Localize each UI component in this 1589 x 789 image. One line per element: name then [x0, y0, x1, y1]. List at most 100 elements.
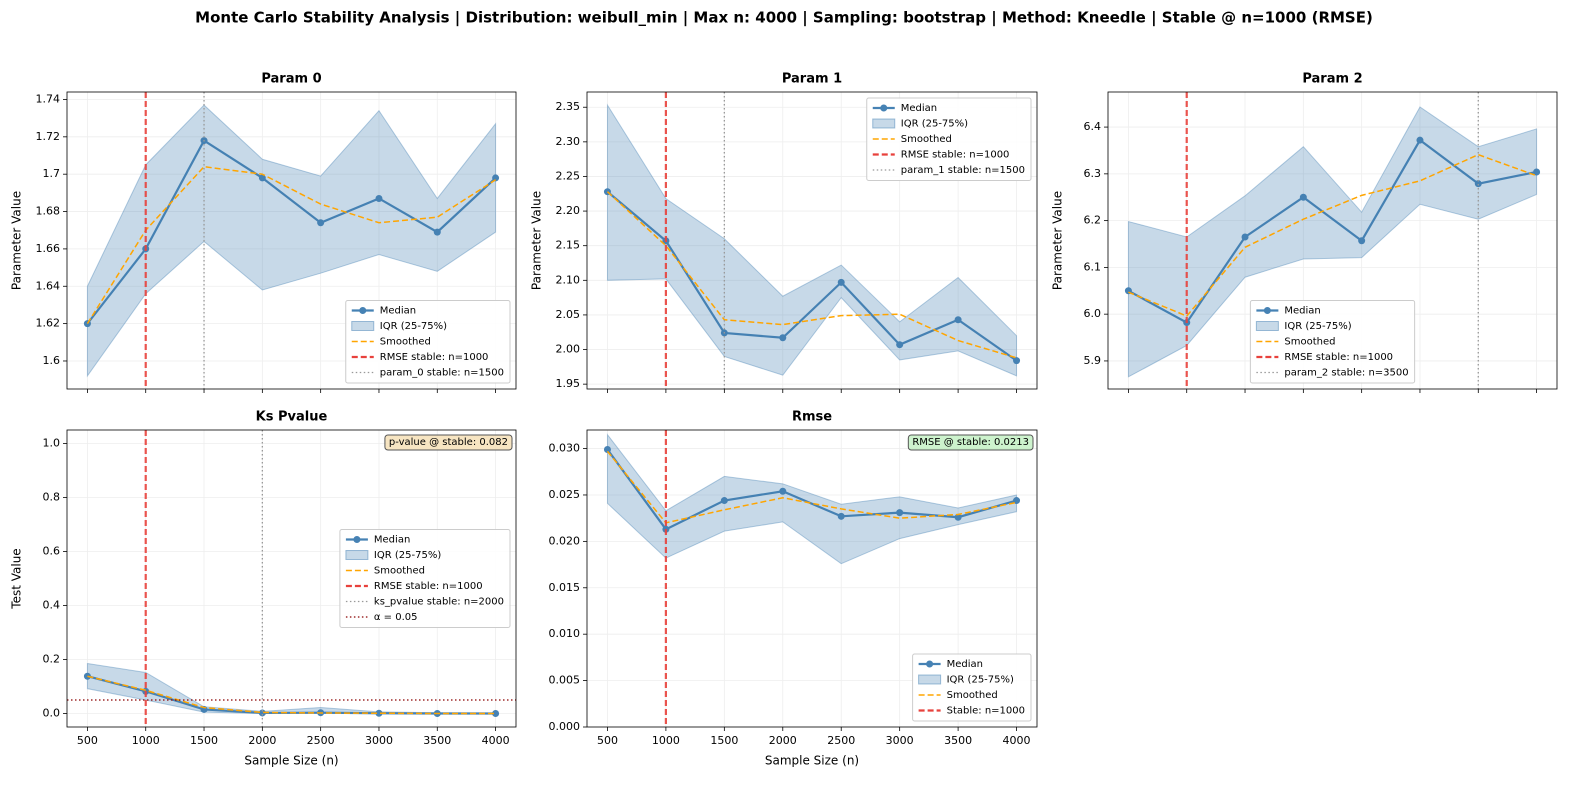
y-tick-label: 5.9 — [1084, 354, 1102, 367]
x-axis-label: Sample Size (n) — [244, 754, 338, 768]
legend-label: ks_pvalue stable: n=2000 — [374, 597, 504, 608]
x-tick-label: 3500 — [944, 734, 972, 747]
legend-label: RMSE stable: n=1000 — [380, 352, 489, 363]
y-tick-label: 6.0 — [1084, 307, 1102, 320]
annotation-box — [384, 434, 513, 451]
legend-label: Median — [374, 535, 410, 546]
axes: 1.95 2.00 2.05 2.10 2.15 2.20 2.25 2.30 2.35 Para… — [530, 72, 1038, 393]
axes: 0.0 0.2 0.4 0.6 0.8 1.0 500 1000 1500 2000 2500 300… — [10, 410, 517, 768]
y-axis-label: Parameter Value — [1051, 191, 1065, 290]
legend-swatch — [1255, 321, 1279, 331]
series-line — [1127, 138, 1537, 325]
iqr-band — [86, 662, 497, 714]
legend-box — [345, 300, 511, 384]
y-tick-label: 0.020 — [549, 534, 581, 547]
marker — [1358, 237, 1366, 245]
marker — [317, 219, 325, 227]
legend-swatch — [872, 118, 896, 129]
legend: Median IQR (25-75%) Smoothed RMSE stable: n… — [1249, 300, 1416, 384]
marker — [375, 194, 383, 202]
legend-label: IQR (25-75%) — [947, 675, 1014, 686]
legend-label: Median — [1284, 306, 1320, 317]
legend-box — [912, 653, 1032, 722]
legend: Median IQR (25-75%) Smoothed RMSE stable: n… — [339, 529, 511, 628]
y-tick-label: 1.72 — [36, 130, 61, 143]
y-tick-label: 1.74 — [36, 92, 61, 105]
x-tick-label: 1000 — [652, 734, 680, 747]
y-tick-label: 0.030 — [549, 442, 581, 455]
legend-label: IQR (25-75%) — [374, 550, 441, 561]
y-axis-label: Parameter Value — [530, 191, 544, 290]
y-tick-label: 1.68 — [36, 205, 61, 218]
legend-label: RMSE stable: n=1000 — [901, 150, 1010, 161]
y-tick-label: 6.1 — [1084, 260, 1102, 273]
axes: 1.6 1.62 1.64 1.66 1.68 1.7 1.72 1.74 Param 0 Par… — [10, 72, 517, 393]
legend-label: Smoothed — [374, 566, 425, 577]
axes-frame — [1107, 91, 1558, 390]
legend-label: RMSE stable: n=1000 — [374, 581, 483, 592]
y-tick-label: 1.7 — [43, 167, 61, 180]
y-tick-label: 1.0 — [43, 437, 61, 450]
y-tick-label: 2.15 — [556, 239, 581, 252]
series-line — [606, 191, 1017, 359]
legend-swatch — [1263, 307, 1271, 314]
legend-swatch — [880, 104, 888, 112]
annotation: RMSE @ stable: 0.0213 — [907, 434, 1034, 451]
legend-box — [339, 529, 511, 628]
y-tick-label: 0.025 — [549, 488, 581, 501]
series-line — [86, 138, 497, 325]
legend-label: Stable: n=1000 — [947, 706, 1025, 717]
axes-title: Ks Pvalue — [256, 410, 328, 425]
legend-label: Smoothed — [380, 337, 431, 348]
axes-title: Param 2 — [1302, 72, 1362, 87]
axes-frame — [586, 91, 1038, 390]
series-line — [606, 190, 1018, 362]
legend: Median IQR (25-75%) Smoothed RMSE stable: n… — [345, 300, 511, 384]
marker — [1013, 357, 1021, 365]
marker — [492, 174, 500, 182]
marker — [954, 316, 962, 324]
legend-label: param_0 stable: n=1500 — [380, 368, 504, 379]
axes-title: Rmse — [792, 410, 832, 425]
legend-label: Smoothed — [947, 690, 998, 701]
x-tick-label: 1500 — [190, 734, 218, 747]
legend-swatch — [926, 660, 934, 668]
marker — [837, 512, 845, 520]
y-tick-label: 6.2 — [1084, 214, 1102, 227]
annotation: p-value @ stable: 0.082 — [384, 434, 513, 451]
marker — [1241, 233, 1249, 241]
annotation-text: p-value @ stable: 0.082 — [389, 437, 508, 448]
y-tick-label: 0.6 — [43, 545, 61, 558]
y-tick-label: 2.25 — [556, 169, 581, 182]
marker — [896, 341, 904, 349]
marker — [779, 487, 787, 495]
marker — [375, 709, 383, 717]
legend-box — [1249, 300, 1416, 384]
x-tick-label: 3000 — [365, 734, 393, 747]
marker — [258, 174, 266, 182]
marker — [1299, 193, 1307, 201]
axes-title: Param 1 — [782, 72, 842, 87]
legend-swatch — [351, 321, 375, 331]
legend-label: RMSE stable: n=1000 — [1284, 352, 1393, 363]
y-tick-label: 1.6 — [43, 354, 61, 367]
axes-frame — [586, 429, 1038, 728]
y-tick-label: 2.20 — [556, 204, 581, 217]
marker — [433, 228, 441, 236]
legend-label: Median — [901, 103, 937, 114]
annotation-box — [907, 434, 1034, 451]
series-line — [87, 675, 496, 715]
x-tick-label: 1000 — [132, 734, 160, 747]
marker — [492, 710, 500, 717]
x-tick-label: 2000 — [769, 734, 797, 747]
legend-label: Smoothed — [901, 134, 952, 145]
marker — [779, 334, 787, 342]
series-line — [606, 448, 1017, 531]
y-tick-label: 6.4 — [1084, 120, 1102, 133]
legend-swatch — [918, 674, 942, 685]
iqr-band — [606, 103, 1018, 377]
y-tick-label: 2.30 — [556, 135, 581, 148]
figure-title: Monte Carlo Stability Analysis | Distrib… — [195, 9, 1373, 28]
legend-box — [866, 97, 1032, 181]
y-tick-label: 0.4 — [43, 599, 61, 612]
